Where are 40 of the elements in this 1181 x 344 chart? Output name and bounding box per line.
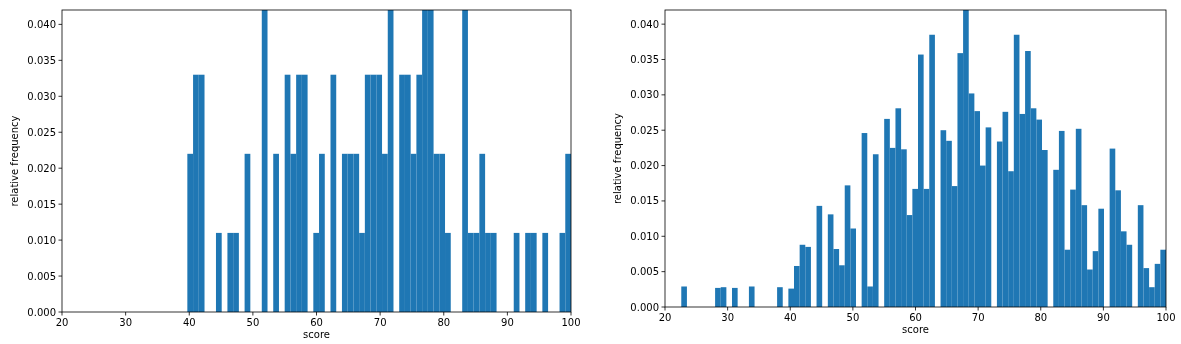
x-tick-label: 20 — [55, 317, 69, 328]
y-tick-label: 0.010 — [27, 234, 56, 246]
y-tick-label: 0.020 — [27, 162, 56, 174]
x-axis-title: score — [303, 329, 330, 340]
y-tick-label: 0.035 — [27, 54, 56, 66]
y-tick-label: 0.005 — [630, 266, 659, 278]
x-tick-label: 50 — [846, 312, 860, 323]
x-tick-label: 20 — [658, 312, 672, 323]
x-tick-label: 100 — [561, 317, 581, 328]
y-tick-label: 0.040 — [27, 18, 56, 30]
x-tick-label: 40 — [783, 312, 797, 323]
y-tick-label: 0.030 — [27, 90, 56, 102]
x-tick-label: 90 — [1097, 312, 1110, 323]
x-tick-label: 100 — [1156, 312, 1176, 323]
x-tick-label: 70 — [971, 312, 985, 323]
x-tick-label: 80 — [1034, 312, 1048, 323]
y-tick-label: 0.000 — [630, 301, 659, 313]
y-axis-title: relative frequency — [9, 115, 20, 207]
y-tick-label: 0.015 — [27, 198, 56, 210]
y-tick-label: 0.020 — [630, 160, 659, 172]
y-tick-label: 0.015 — [630, 195, 659, 207]
x-tick-label: 80 — [437, 317, 451, 328]
x-tick-label: 60 — [909, 312, 922, 323]
y-tick-label: 0.035 — [630, 54, 659, 65]
x-axis-title: score — [902, 324, 929, 335]
y-tick-label: 0.000 — [27, 306, 56, 318]
x-tick-label: 30 — [119, 317, 132, 328]
x-tick-label: 90 — [501, 317, 514, 328]
y-axis-title: relative frequency — [612, 112, 623, 205]
x-tick-label: 50 — [246, 317, 260, 328]
y-tick-label: 0.010 — [630, 230, 659, 242]
x-tick-label: 40 — [182, 317, 196, 328]
y-tick-label: 0.025 — [27, 126, 56, 138]
y-tick-label: 0.005 — [27, 270, 56, 282]
y-tick-label: 0.040 — [630, 18, 659, 30]
y-tick-label: 0.030 — [630, 89, 659, 101]
y-tick-label: 0.025 — [630, 124, 659, 136]
x-tick-label: 60 — [310, 317, 323, 328]
x-tick-label: 70 — [373, 317, 387, 328]
x-tick-label: 30 — [721, 312, 734, 323]
